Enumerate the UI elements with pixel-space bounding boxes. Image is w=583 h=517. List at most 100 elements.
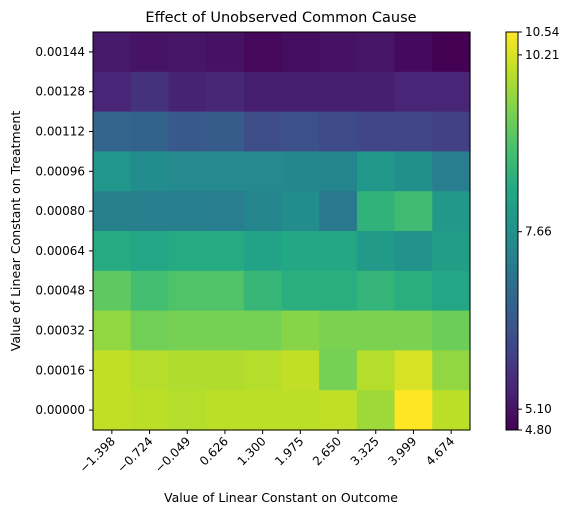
heatmap-cell <box>357 32 395 72</box>
heatmap-cell <box>131 151 169 191</box>
heatmap-cell <box>168 32 206 72</box>
x-tick-label: −1.398 <box>77 434 118 475</box>
heatmap-cell <box>131 311 169 351</box>
heatmap-cell <box>93 72 131 112</box>
heatmap-cell <box>432 350 470 390</box>
heatmap-cell <box>357 390 395 430</box>
heatmap-cell <box>244 151 282 191</box>
y-tick-label: 0.00064 <box>35 244 85 258</box>
heatmap-cell <box>395 112 433 152</box>
heatmap-cell <box>432 271 470 311</box>
x-tick-label: −0.049 <box>152 434 193 475</box>
x-axis-ticks: −1.398−0.724−0.049 0.626 1.300 1.975 2.650 3.… <box>77 430 458 476</box>
heatmap-cell <box>206 112 244 152</box>
heatmap-cell <box>206 151 244 191</box>
heatmap-cell <box>395 32 433 72</box>
heatmap-cell <box>319 311 357 351</box>
heatmap-cell <box>319 112 357 152</box>
colorbar-tick-label: 5.10 <box>525 402 552 416</box>
heatmap-cell <box>206 390 244 430</box>
heatmap-cell <box>319 350 357 390</box>
heatmap-cell <box>395 151 433 191</box>
heatmap-cell <box>206 231 244 271</box>
heatmap-cell <box>206 72 244 112</box>
colorbar-tick-label: 7.66 <box>525 225 552 239</box>
heatmap-cell <box>206 271 244 311</box>
heatmap-cell <box>319 32 357 72</box>
heatmap-cell <box>395 311 433 351</box>
heatmap-cell <box>93 350 131 390</box>
x-tick-label: 1.975 <box>272 434 306 468</box>
heatmap-cell <box>282 231 320 271</box>
heatmap-cell <box>357 231 395 271</box>
y-tick-label: 0.00032 <box>35 324 85 338</box>
heatmap-cell <box>131 72 169 112</box>
heatmap-cell <box>432 231 470 271</box>
heatmap-cell <box>168 72 206 112</box>
heatmap-cell <box>432 311 470 351</box>
heatmap-cell <box>282 72 320 112</box>
heatmap-cell <box>93 231 131 271</box>
heatmap-cell <box>131 112 169 152</box>
x-tick-label: 3.325 <box>348 434 382 468</box>
heatmap-cell <box>168 112 206 152</box>
heatmap-cell <box>319 231 357 271</box>
x-tick-label: −0.724 <box>114 434 155 475</box>
heatmap-cell <box>357 271 395 311</box>
heatmap-cell <box>206 350 244 390</box>
heatmap-cell <box>357 350 395 390</box>
heatmap-cell <box>395 72 433 112</box>
colorbar-tick-label: 4.80 <box>525 423 552 437</box>
y-tick-label: 0.00048 <box>35 284 85 298</box>
heatmap-cell <box>357 311 395 351</box>
y-tick-label: 0.00144 <box>35 45 85 59</box>
heatmap-cell <box>432 390 470 430</box>
y-tick-label: 0.00016 <box>35 363 85 377</box>
heatmap-cell <box>168 311 206 351</box>
heatmap-cell <box>282 311 320 351</box>
heatmap-cell <box>244 271 282 311</box>
x-tick-label: 3.999 <box>385 434 419 468</box>
heatmap-cell <box>244 112 282 152</box>
heatmap-cell <box>168 350 206 390</box>
heatmap-cell <box>244 191 282 231</box>
heatmap-cell <box>131 231 169 271</box>
heatmap-cell <box>432 32 470 72</box>
colorbar-tick-label: 10.21 <box>525 48 559 62</box>
heatmap-cell <box>395 350 433 390</box>
heatmap-cell <box>357 112 395 152</box>
heatmap-cell <box>168 191 206 231</box>
chart-title: Effect of Unobserved Common Cause <box>145 10 416 26</box>
heatmap-cell <box>319 271 357 311</box>
heatmap-cell <box>282 390 320 430</box>
heatmap-cell <box>93 151 131 191</box>
heatmap-cell <box>206 191 244 231</box>
heatmap-cell <box>395 271 433 311</box>
y-axis-label: Value of Linear Constant on Treatment <box>8 111 23 352</box>
heatmap-cell <box>319 72 357 112</box>
x-tick-label: 1.300 <box>235 434 269 468</box>
heatmap-cell <box>244 350 282 390</box>
heatmap-cell <box>93 32 131 72</box>
heatmap-cell <box>244 231 282 271</box>
heatmap-cell <box>168 390 206 430</box>
heatmap-cell <box>244 390 282 430</box>
heatmap-cell <box>395 191 433 231</box>
heatmap-cell <box>93 311 131 351</box>
heatmap-cell <box>131 32 169 72</box>
colorbar-tick-label: 10.54 <box>525 25 559 39</box>
heatmap-cell <box>282 112 320 152</box>
heatmap-cell <box>282 191 320 231</box>
y-tick-label: 0.00128 <box>35 85 85 99</box>
heatmap-cell <box>131 390 169 430</box>
colorbar-ticks: 4.80 5.10 7.66 10.21 10.54 <box>518 25 559 437</box>
heatmap-cell <box>131 271 169 311</box>
heatmap-cell <box>206 311 244 351</box>
x-tick-label: 4.674 <box>423 434 457 468</box>
heatmap-cell <box>244 72 282 112</box>
heatmap-cell <box>282 32 320 72</box>
colorbar <box>506 32 518 430</box>
heatmap-cell <box>282 350 320 390</box>
heatmap-cell <box>244 32 282 72</box>
